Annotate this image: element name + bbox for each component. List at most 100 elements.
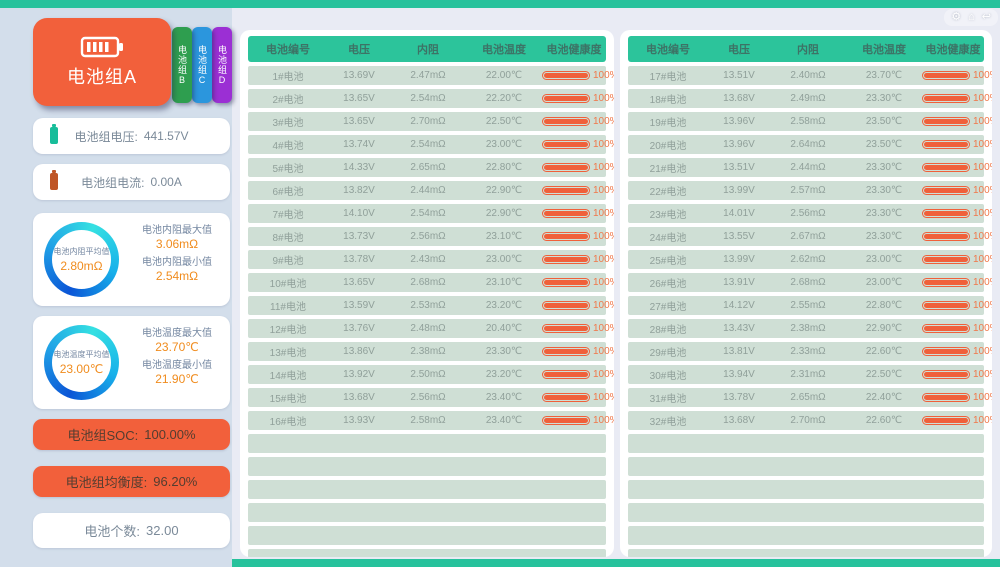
- health-cell: 100%: [922, 70, 992, 81]
- health-bar: [922, 140, 970, 149]
- pack-balance-value: 96.20%: [153, 474, 198, 489]
- health-bar: [922, 163, 970, 172]
- table-row: 18#电池 13.68V 2.49mΩ 23.30℃ 100%: [628, 89, 992, 108]
- home-icon[interactable]: ⌂: [968, 11, 975, 23]
- health-bar: [542, 370, 590, 379]
- voltage-cell: 13.99V: [723, 185, 755, 196]
- pack-balance-card: 电池组均衡度: 96.20%: [33, 466, 230, 497]
- battery-id-cell: 20#电池: [649, 141, 687, 152]
- resistance-cell: 2.54mΩ: [410, 93, 446, 104]
- resistance-min-value: 2.54mΩ: [155, 269, 199, 283]
- pack-current-value: 0.00A: [150, 175, 182, 189]
- resistance-cell: 2.54mΩ: [410, 208, 446, 219]
- health-cell: 100%: [542, 93, 614, 104]
- temperature-cell: 23.00℃: [865, 277, 903, 288]
- battery-id-cell: 25#电池: [649, 256, 687, 267]
- resistance-cell: 2.58mΩ: [410, 415, 446, 426]
- health-cell: 100%: [922, 208, 992, 219]
- resistance-cell: 2.54mΩ: [410, 139, 446, 150]
- table-row: 16#电池 13.93V 2.58mΩ 23.40℃ 100%: [248, 411, 614, 430]
- temperature-gauge-ring: 电池温度平均值 23.00℃: [44, 325, 119, 400]
- table-row-empty: [628, 480, 984, 499]
- tab-battery-group-d[interactable]: 电池组D: [212, 27, 232, 103]
- health-cell: 100%: [542, 162, 614, 173]
- resistance-cell: 2.68mΩ: [790, 277, 826, 288]
- battery-id-cell: 28#电池: [649, 325, 687, 336]
- table-row: 31#电池 13.78V 2.65mΩ 22.40℃ 100%: [628, 388, 992, 407]
- pack-voltage-value: 441.57V: [143, 129, 189, 143]
- health-value: 100%: [593, 277, 614, 288]
- battery-current-icon: [50, 170, 58, 190]
- health-value: 100%: [593, 231, 614, 242]
- temperature-cell: 23.40℃: [485, 415, 523, 426]
- gear-icon[interactable]: ⚙: [951, 11, 962, 23]
- table-row: 32#电池 13.68V 2.70mΩ 22.60℃ 100%: [628, 411, 992, 430]
- table-row: 26#电池 13.91V 2.68mΩ 23.00℃ 100%: [628, 273, 992, 292]
- table-row: 9#电池 13.78V 2.43mΩ 23.00℃ 100%: [248, 250, 614, 269]
- table-row: 28#电池 13.43V 2.38mΩ 22.90℃ 100%: [628, 319, 992, 338]
- health-value: 100%: [973, 254, 992, 265]
- health-bar: [922, 278, 970, 287]
- voltage-cell: 13.78V: [343, 254, 375, 265]
- resistance-cell: 2.43mΩ: [410, 254, 446, 265]
- health-bar: [542, 324, 590, 333]
- voltage-cell: 13.68V: [343, 392, 375, 403]
- health-cell: 100%: [922, 254, 992, 265]
- health-bar: [922, 232, 970, 241]
- pack-soc-card: 电池组SOC: 100.00%: [33, 419, 230, 450]
- health-bar: [922, 186, 970, 195]
- health-value: 100%: [593, 323, 614, 334]
- tab-battery-group-b[interactable]: 电池组B: [172, 27, 192, 103]
- table-row: 10#电池 13.65V 2.68mΩ 23.10℃ 100%: [248, 273, 614, 292]
- pack-voltage-card: 电池组电压: 441.57V: [33, 118, 230, 154]
- health-value: 100%: [593, 70, 614, 81]
- voltage-cell: 13.69V: [343, 70, 375, 81]
- temperature-cell: 23.20℃: [485, 300, 523, 311]
- voltage-cell: 13.43V: [723, 323, 755, 334]
- temperature-cell: 23.30℃: [865, 208, 903, 219]
- table-row: 4#电池 13.74V 2.54mΩ 23.00℃ 100%: [248, 135, 614, 154]
- column-header: 内阻: [417, 44, 439, 56]
- battery-icon: [80, 36, 123, 58]
- battery-id-cell: 15#电池: [269, 394, 307, 405]
- health-value: 100%: [973, 277, 992, 288]
- temperature-cell: 23.00℃: [485, 139, 523, 150]
- window-toolbar: ⚙ ⌂ ↩: [944, 9, 998, 26]
- tab-battery-group-c[interactable]: 电池组C: [192, 27, 212, 103]
- health-cell: 100%: [922, 185, 992, 196]
- voltage-cell: 14.12V: [723, 300, 755, 311]
- resistance-cell: 2.44mΩ: [790, 162, 826, 173]
- resistance-avg-label: 电池内阻平均值: [53, 247, 110, 256]
- battery-id-cell: 26#电池: [649, 279, 687, 290]
- health-cell: 100%: [922, 139, 992, 150]
- health-bar: [542, 347, 590, 356]
- table-row: 1#电池 13.69V 2.47mΩ 22.00℃ 100%: [248, 66, 614, 85]
- resistance-cell: 2.68mΩ: [410, 277, 446, 288]
- resistance-cell: 2.53mΩ: [410, 300, 446, 311]
- battery-id-cell: 17#电池: [649, 72, 687, 83]
- resistance-cell: 2.40mΩ: [790, 70, 826, 81]
- voltage-cell: 13.65V: [343, 93, 375, 104]
- temperature-cell: 22.20℃: [485, 93, 523, 104]
- resistance-cell: 2.56mΩ: [410, 231, 446, 242]
- tab-battery-group-a-active[interactable]: 电池组A: [33, 18, 171, 106]
- table-row: 15#电池 13.68V 2.56mΩ 23.40℃ 100%: [248, 388, 614, 407]
- battery-id-cell: 11#电池: [270, 302, 306, 313]
- health-bar: [542, 232, 590, 241]
- voltage-cell: 13.81V: [723, 346, 755, 357]
- pack-current-card: 电池组电流: 0.00A: [33, 164, 230, 200]
- temperature-min-value: 21.90℃: [155, 372, 199, 386]
- table-row: 2#电池 13.65V 2.54mΩ 22.20℃ 100%: [248, 89, 614, 108]
- resistance-cell: 2.44mΩ: [410, 185, 446, 196]
- voltage-cell: 13.96V: [723, 139, 755, 150]
- voltage-cell: 13.86V: [343, 346, 375, 357]
- table-row: 5#电池 14.33V 2.65mΩ 22.80℃ 100%: [248, 158, 614, 177]
- health-bar: [542, 255, 590, 264]
- table-row-empty: [248, 480, 606, 499]
- health-bar: [922, 94, 970, 103]
- undo-icon[interactable]: ↩: [981, 11, 991, 23]
- temperature-cell: 23.30℃: [485, 346, 523, 357]
- health-bar: [542, 278, 590, 287]
- table-row: 8#电池 13.73V 2.56mΩ 23.10℃ 100%: [248, 227, 614, 246]
- column-header: 电池编号: [266, 44, 310, 56]
